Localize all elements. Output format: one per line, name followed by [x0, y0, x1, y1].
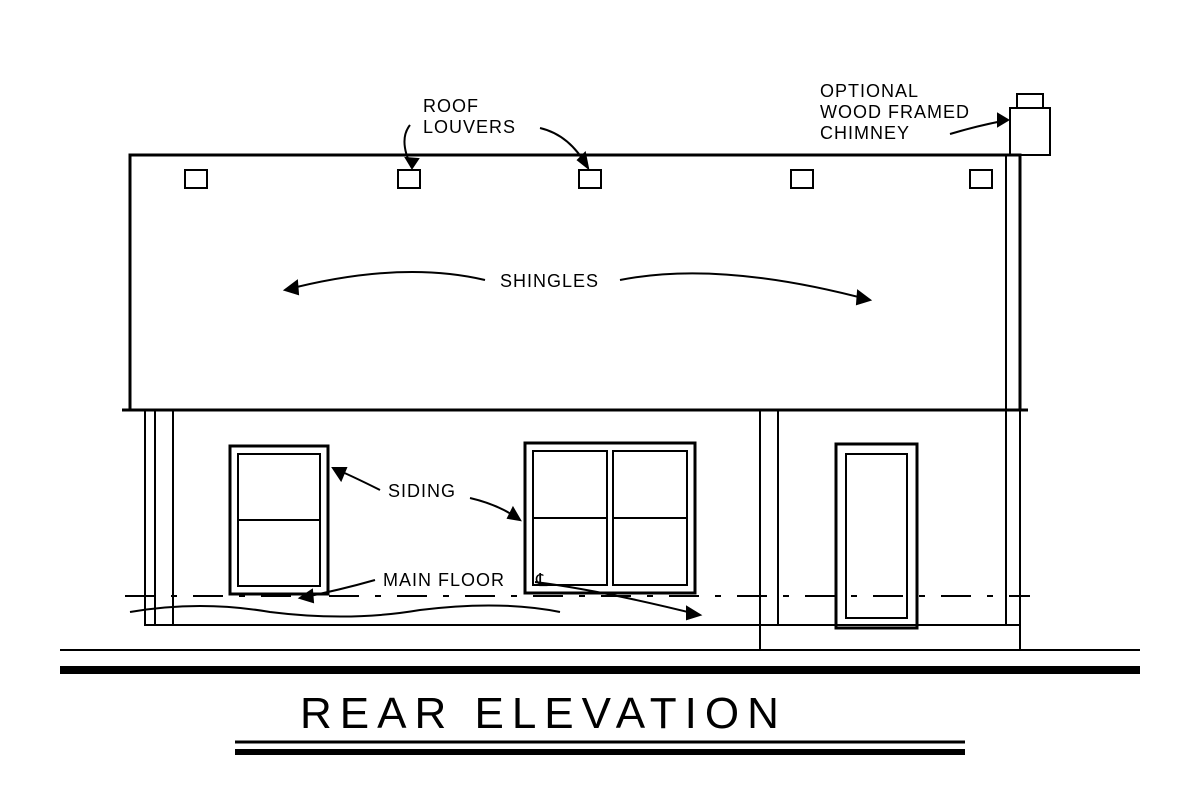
elevation-drawing: ROOF LOUVERS OPTIONAL WOOD FRAMED CHIMNE… [0, 0, 1200, 800]
roof-louvers [185, 170, 992, 188]
siding-label: SIDING [388, 481, 456, 501]
roof-louvers-label-1: ROOF [423, 96, 479, 116]
window-left [230, 446, 328, 594]
chimney-label-2: WOOD FRAMED [820, 102, 970, 122]
main-floor-symbol: ℄ [535, 570, 549, 590]
house-outline [122, 155, 1028, 625]
chimney-label-3: CHIMNEY [820, 123, 910, 143]
shingles-label: SHINGLES [500, 271, 599, 291]
chimney [1010, 94, 1050, 155]
chimney-label-1: OPTIONAL [820, 81, 919, 101]
main-floor-label: MAIN FLOOR [383, 570, 505, 590]
ground-lines [60, 605, 1140, 670]
roof-louvers-label-2: LOUVERS [423, 117, 516, 137]
title-text: REAR ELEVATION [300, 689, 787, 738]
title-block: REAR ELEVATION [235, 689, 965, 752]
labels: ROOF LOUVERS OPTIONAL WOOD FRAMED CHIMNE… [383, 81, 970, 590]
door [836, 444, 917, 628]
annotation-arrows [285, 114, 1008, 619]
window-center [525, 443, 695, 593]
